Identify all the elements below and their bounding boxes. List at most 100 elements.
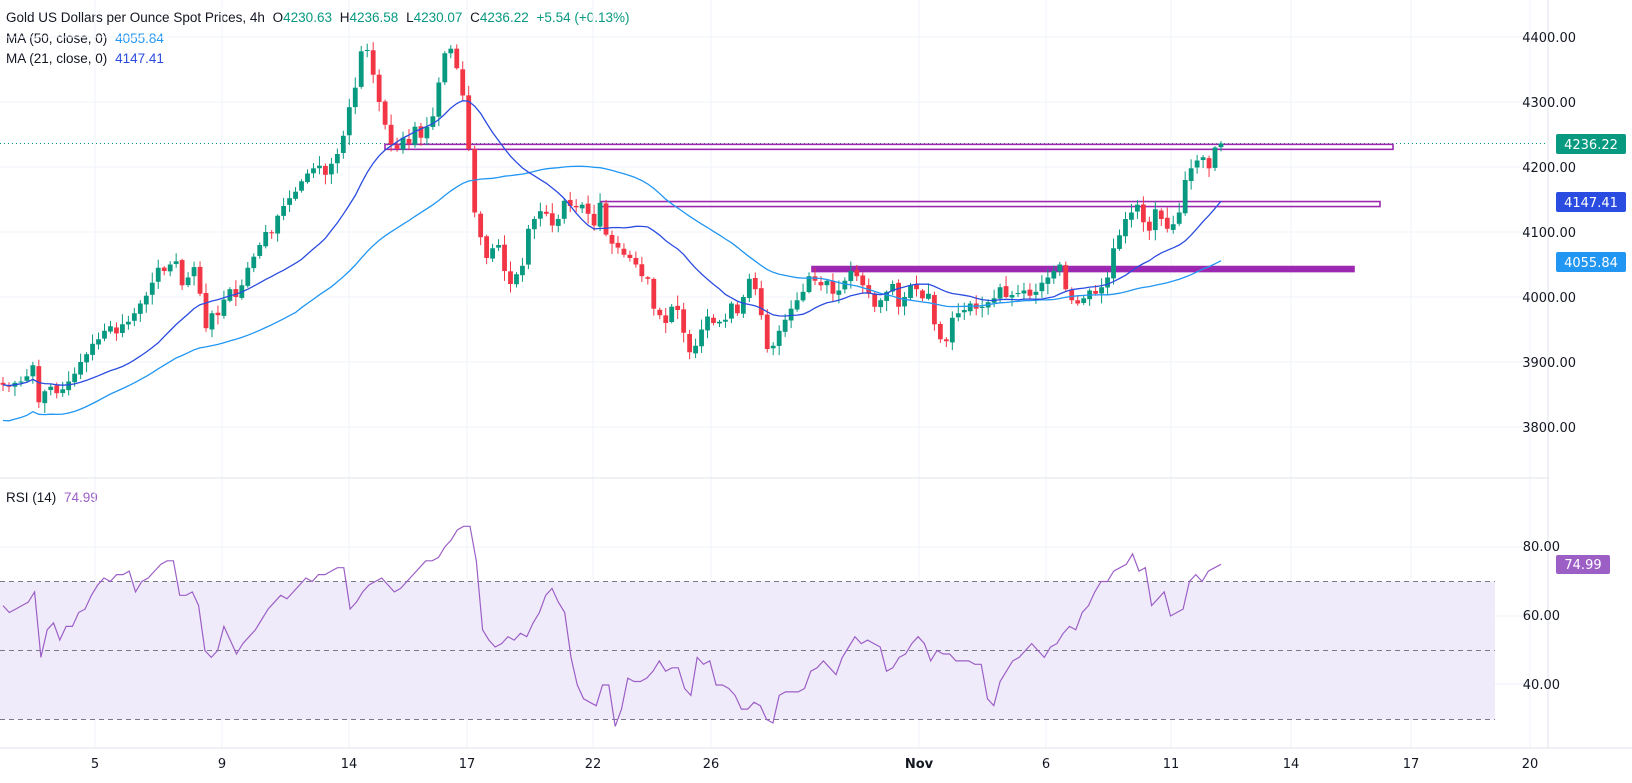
level-line[interactable] <box>811 265 1355 273</box>
candle-up <box>1087 288 1093 306</box>
time-tick: 17 <box>1403 757 1420 772</box>
candle-up <box>531 216 537 239</box>
candle-up <box>842 277 848 294</box>
candle-up <box>42 389 48 413</box>
candle-down <box>382 99 388 130</box>
price-tick: 3900.00 <box>1522 356 1576 371</box>
candle-up <box>723 313 728 328</box>
ma21-price-tag: 4147.41 <box>1556 192 1626 212</box>
legend-rsi[interactable]: RSI (14) 74.99 <box>6 490 102 505</box>
time-tick: Nov <box>905 757 934 772</box>
candle-up <box>1129 204 1134 228</box>
candle-down <box>639 256 645 282</box>
candle-down <box>657 307 663 320</box>
candle-up <box>412 121 418 148</box>
ma50-value: 4055.84 <box>115 31 164 46</box>
candle-down <box>681 302 687 343</box>
candle-up <box>890 280 896 295</box>
candle-up <box>239 279 245 300</box>
rsi-tick: 40.00 <box>1523 678 1560 693</box>
candle-up <box>108 320 113 334</box>
candle-up <box>1051 265 1057 284</box>
candle-down <box>6 382 12 393</box>
candle-up <box>961 302 967 320</box>
candle-up <box>352 77 358 115</box>
candle-up <box>1105 271 1110 295</box>
candle-up <box>346 98 352 145</box>
candle-up <box>293 187 298 201</box>
candle-down <box>651 277 657 316</box>
time-tick: 14 <box>1283 757 1300 772</box>
candle-up <box>1099 278 1104 304</box>
candle-down <box>687 329 693 360</box>
candle-down <box>734 301 740 316</box>
ma21-line <box>2 100 1222 387</box>
ohlc-open: O4230.63 <box>272 10 332 25</box>
candle-down <box>161 266 167 276</box>
legend-ma50[interactable]: MA (50, close, 0) 4055.84 <box>6 31 168 46</box>
candle-up <box>537 202 543 227</box>
candle-down <box>585 195 591 224</box>
candle-up <box>245 262 251 288</box>
candle-up <box>1135 200 1140 219</box>
ma50-price-tag: 4055.84 <box>1556 252 1626 272</box>
candle-down <box>502 235 507 281</box>
candle-down <box>1158 208 1164 227</box>
candle-up <box>251 253 257 273</box>
candle-up <box>1057 261 1063 276</box>
time-tick: 22 <box>585 757 602 772</box>
price-tick: 4400.00 <box>1522 31 1576 46</box>
candle-up <box>746 273 752 303</box>
candle-down <box>466 85 472 152</box>
ma50-line <box>2 165 1222 422</box>
candle-up <box>1212 146 1218 172</box>
rsi-tick: 80.00 <box>1523 540 1560 555</box>
candle-up <box>776 325 782 356</box>
time-tick: 26 <box>703 757 720 772</box>
rsi-axis[interactable]: 80.00 60.00 40.00 <box>1523 540 1560 693</box>
ohlc-high: H4236.58 <box>339 10 399 25</box>
candle-down <box>484 234 490 265</box>
candle-up <box>185 272 191 288</box>
candle-up <box>436 77 442 127</box>
legend-ma21[interactable]: MA (21, close, 0) 4147.41 <box>6 51 168 66</box>
rsi-line <box>2 525 1222 727</box>
level-line[interactable] <box>384 143 1394 151</box>
candle-up <box>1123 211 1128 244</box>
candle-down <box>567 191 573 213</box>
candle-up <box>299 179 304 193</box>
candle-down <box>394 137 400 152</box>
candle-up <box>705 308 710 339</box>
rsi-level-lines <box>0 581 1495 720</box>
candle-up <box>1188 159 1194 190</box>
candle-down <box>854 264 860 281</box>
candle-up <box>263 225 269 249</box>
candle-up <box>442 51 448 86</box>
candle-down <box>591 204 597 231</box>
candle-up <box>729 301 734 324</box>
candle-up <box>770 342 776 356</box>
candle-up <box>143 291 149 313</box>
candle-down <box>609 230 615 254</box>
candle-up <box>1182 171 1188 216</box>
time-tick: 6 <box>1042 757 1050 772</box>
time-axis[interactable]: 5 9 14 17 22 26 Nov 6 11 14 17 20 <box>91 757 1538 772</box>
last-price-tag: 4236.22 <box>1556 134 1626 154</box>
candle-up <box>800 283 806 303</box>
candle-down <box>645 275 651 285</box>
price-tick: 4200.00 <box>1522 161 1576 176</box>
candle-down <box>603 199 609 237</box>
level-line[interactable] <box>600 200 1381 208</box>
candle-up <box>334 148 340 174</box>
candle-up <box>496 239 501 252</box>
candle-up <box>717 319 722 328</box>
candle-up <box>24 369 30 383</box>
candle-down <box>376 69 382 112</box>
candle-up <box>693 338 698 359</box>
candle-down <box>478 211 484 246</box>
price-axis[interactable]: 4400.00 4300.00 4200.00 4100.00 4000.00 … <box>1522 31 1576 436</box>
candle-down <box>615 235 621 254</box>
horizontal-level-lines[interactable] <box>384 143 1394 273</box>
candle-up <box>848 261 854 289</box>
